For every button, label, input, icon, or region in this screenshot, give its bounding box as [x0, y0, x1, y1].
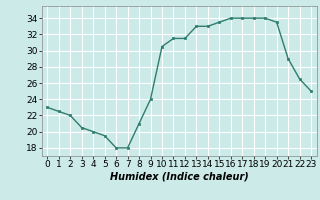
X-axis label: Humidex (Indice chaleur): Humidex (Indice chaleur) [110, 172, 249, 182]
